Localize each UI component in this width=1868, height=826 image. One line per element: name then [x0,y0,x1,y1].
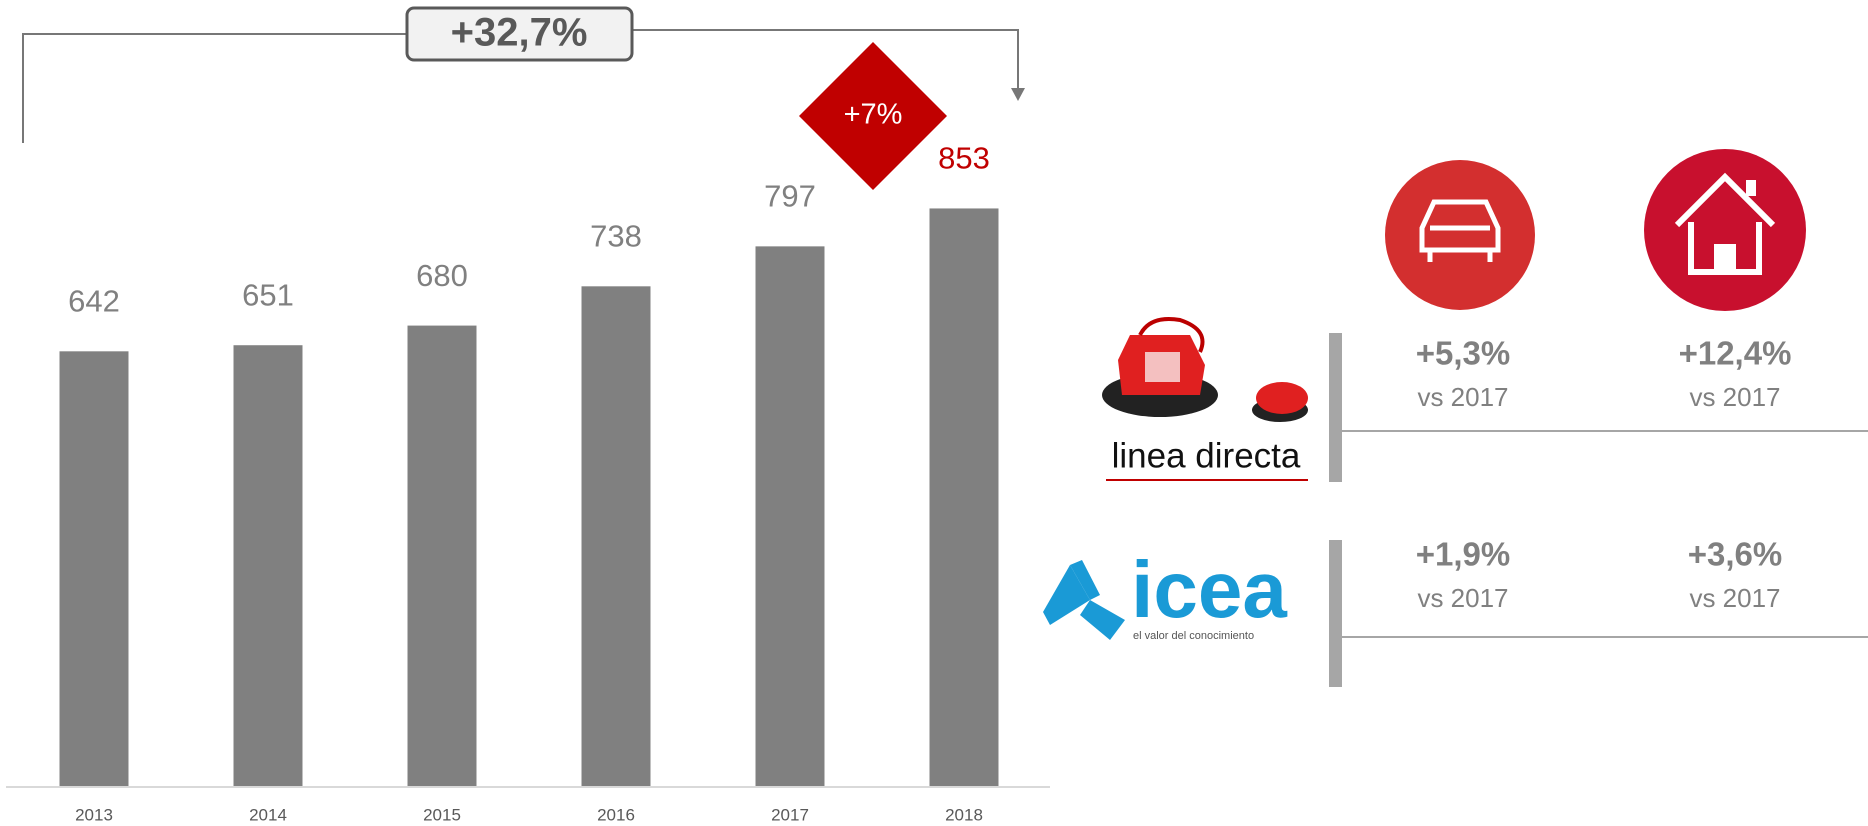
arrow-head [1011,88,1025,101]
change-value: +3,6% [1688,536,1783,573]
bar [929,208,999,787]
compare-label: vs 2017 [1689,583,1780,613]
x-tick-label: 2013 [75,805,113,824]
bracket [22,33,407,143]
value-label: 797 [764,179,816,214]
phone-logo [1102,317,1308,422]
value-label: 680 [416,258,468,293]
brand-tagline: el valor del conocimiento [1133,630,1254,642]
last-growth: +7% [844,99,903,131]
car-icon [1385,160,1535,310]
x-tick-label: 2016 [597,805,635,824]
bar [755,246,825,787]
value-label: 642 [68,283,120,318]
growth-diamond [799,42,947,190]
change-value: +12,4% [1679,335,1792,372]
total-growth: +32,7% [451,11,588,55]
bar [581,286,651,786]
compare-label: vs 2017 [1689,382,1780,412]
bar [59,351,129,786]
x-tick-label: 2015 [423,805,461,824]
bar [407,325,477,786]
value-label: 738 [590,218,642,253]
value-label: 651 [242,277,294,312]
compare-label: vs 2017 [1417,583,1508,613]
change-value: +1,9% [1416,536,1511,573]
compare-label: vs 2017 [1417,382,1508,412]
row-marker [1329,333,1342,482]
bar [233,345,303,786]
house-icon [1644,149,1806,311]
icea-symbol [1043,560,1125,640]
total-growth-box [405,6,634,62]
x-tick-label: 2018 [945,805,983,824]
row-marker [1329,540,1342,687]
brand-name: icea [1131,545,1287,634]
x-tick-label: 2017 [771,805,809,824]
brand-name: linea directa [1112,436,1301,475]
value-label: 853 [938,141,990,176]
change-value: +5,3% [1416,335,1511,372]
house-glyph [1674,172,1776,275]
car-glyph [1419,199,1501,262]
x-tick-label: 2014 [249,805,287,824]
bracket [632,29,1019,90]
